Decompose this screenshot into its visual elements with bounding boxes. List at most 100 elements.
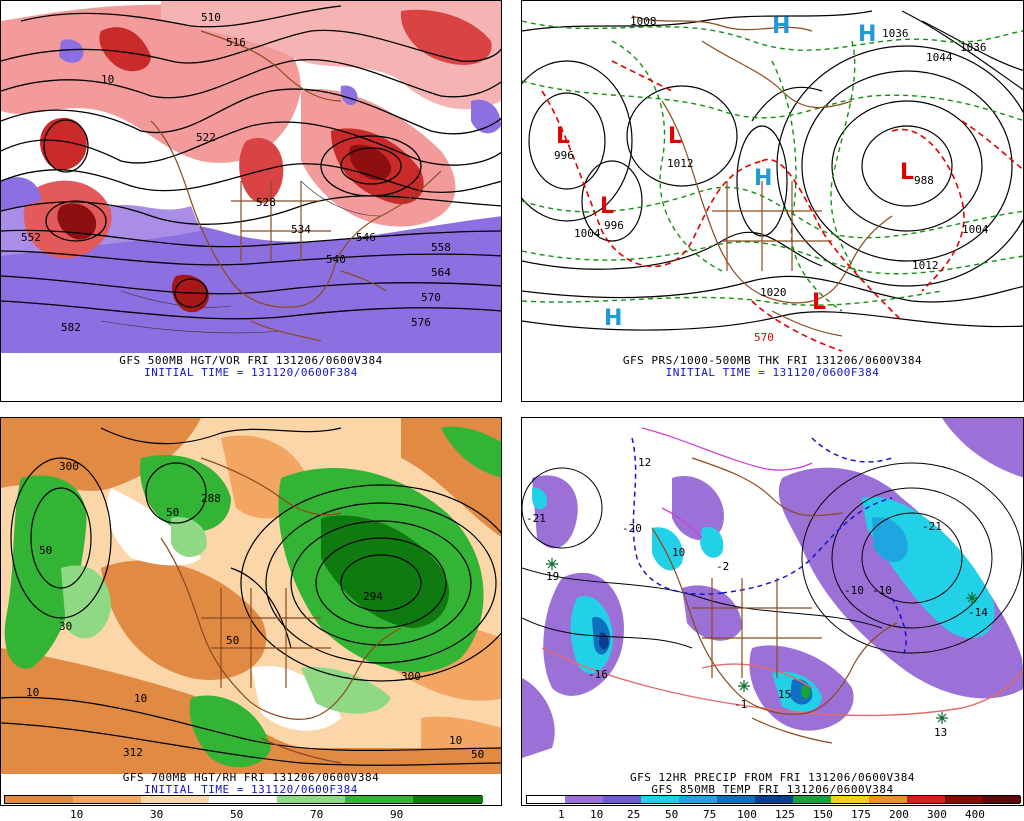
rh-colorbar-segment [413, 796, 483, 803]
rh-colorbar-tick: 70 [310, 808, 324, 821]
contour-label: 10 [449, 734, 462, 747]
precip-colorbar-segment [527, 796, 565, 803]
caption-line1: GFS PRS/1000-500MB THK FRI 131206/0600V3… [622, 354, 923, 367]
contour-label: 50 [471, 748, 484, 761]
precip-colorbar-segment [869, 796, 907, 803]
contour-label-522: 522 [196, 131, 216, 144]
rh-colorbar-tick: 90 [390, 808, 404, 821]
contour-label-10: 10 [101, 73, 114, 86]
precip-colorbar-segment [717, 796, 755, 803]
precip-colorbar-segment [945, 796, 983, 803]
rh-colorbar [4, 795, 483, 804]
contour-label-516: 516 [226, 36, 246, 49]
precip-colorbar-tick: 1 [558, 808, 565, 821]
precip-colorbar-segment [983, 796, 1021, 803]
precip-colorbar-tick: 150 [813, 808, 833, 821]
low-center-value: 996 [604, 219, 624, 232]
precip-colorbar-tick: 175 [851, 808, 871, 821]
contour-label: 10 [26, 686, 39, 699]
temp-label: 19 [546, 570, 559, 583]
caption-line1: GFS 500MB HGT/VOR FRI 131206/0600V384 [119, 354, 383, 367]
contour-label-564: 564 [431, 266, 451, 279]
temp-label: 12 [638, 456, 651, 469]
high-pressure-center: H [754, 166, 772, 191]
contour-label-534: 534 [291, 223, 311, 236]
precip-colorbar-segment [679, 796, 717, 803]
precip-colorbar-segment [641, 796, 679, 803]
low-center-value: 996 [554, 149, 574, 162]
precip-colorbar-segment [755, 796, 793, 803]
precip-colorbar-segment [565, 796, 603, 803]
contour-label-582: 582 [61, 321, 81, 334]
panel-pressure-thickness: L L L L L H H H H 996 1012 988 996 1020 … [521, 0, 1024, 402]
contour-label: 50 [166, 506, 179, 519]
isobar-label: 1044 [926, 51, 953, 64]
rh-colorbar-tick: 30 [150, 808, 164, 821]
isobar-label: 1036 [960, 41, 987, 54]
precip-colorbar [526, 795, 1021, 804]
temp-label: -1 [734, 698, 747, 711]
rh-colorbar-segment [73, 796, 141, 803]
rh-colorbar-segment [5, 796, 73, 803]
map-700mb-rh: 300 288 50 50 30 294 10 10 312 50 300 10… [1, 418, 501, 774]
contour-label-528: 528 [256, 196, 276, 209]
precip-colorbar-segment [603, 796, 641, 803]
contour-label-540: 540 [326, 253, 346, 266]
temp-label: -20 [622, 522, 642, 535]
rh-colorbar-segment [141, 796, 209, 803]
temp-label: -2 [716, 560, 729, 573]
panel-500mb-hgt-vor: 510 516 522 528 534 540 546 552 558 564 … [0, 0, 502, 402]
contour-label: 312 [123, 746, 143, 759]
rh-colorbar-tick: 50 [230, 808, 244, 821]
map-mslp-thickness: L L L L L H H H H 996 1012 988 996 1020 … [522, 1, 1023, 353]
precip-colorbar-segment [907, 796, 945, 803]
temp-label: -14 [968, 606, 988, 619]
map-500mb-vorticity: 510 516 522 528 534 540 546 552 558 564 … [1, 1, 501, 353]
temp-label: 15 [778, 688, 791, 701]
temp-label: 13 [934, 726, 947, 739]
rh-colorbar-segment [345, 796, 413, 803]
low-pressure-center: L [600, 194, 614, 219]
high-pressure-center: H [858, 22, 876, 47]
contour-label: 30 [59, 620, 72, 633]
low-pressure-center: L [900, 160, 914, 185]
contour-label-570: 570 [421, 291, 441, 304]
precip-colorbar-segment [793, 796, 831, 803]
low-pressure-center: L [556, 124, 570, 149]
isobar-label: 1008 [630, 15, 657, 28]
low-pressure-center: L [668, 124, 682, 149]
precip-colorbar-tick: 100 [737, 808, 757, 821]
isobar-label: 1004 [574, 227, 601, 240]
temp-label: -21 [526, 512, 546, 525]
map-precip-850temp: -21 19 -20 12 10 -16 -10 -21 -14 -10 13 … [522, 418, 1023, 772]
rh-colorbar-tick: 10 [70, 808, 84, 821]
contour-label: 300 [401, 670, 421, 683]
isobar-label: 1004 [962, 223, 989, 236]
thickness-label: 570 [754, 331, 774, 344]
rh-colorbar-segment [277, 796, 345, 803]
contour-label: 294 [363, 590, 383, 603]
temp-label: -21 [922, 520, 942, 533]
contour-label-576: 576 [411, 316, 431, 329]
contour-label-546: 546 [356, 231, 376, 244]
precip-colorbar-tick: 25 [627, 808, 641, 821]
caption-line1: GFS 12HR PRECIP FROM FRI 131206/0600V384 [630, 771, 915, 784]
high-center-value: 1036 [882, 27, 909, 40]
precip-colorbar-tick: 125 [775, 808, 795, 821]
panel-precip-850temp: -21 19 -20 12 10 -16 -10 -21 -14 -10 13 … [521, 417, 1024, 806]
high-center-value: 1020 [760, 286, 787, 299]
high-pressure-center: H [604, 306, 622, 331]
contour-label: 50 [226, 634, 239, 647]
temp-label: 10 [672, 546, 685, 559]
precip-colorbar-tick: 300 [927, 808, 947, 821]
temp-label: -10 [872, 584, 892, 597]
temp-label: -10 [844, 584, 864, 597]
high-pressure-center: H [772, 14, 790, 39]
contour-label-558: 558 [431, 241, 451, 254]
precip-colorbar-tick: 10 [590, 808, 604, 821]
contour-label: 50 [39, 544, 52, 557]
low-center-value: 1012 [667, 157, 694, 170]
low-pressure-center: L [812, 290, 826, 315]
precip-colorbar-tick: 400 [965, 808, 985, 821]
contour-label: 300 [59, 460, 79, 473]
